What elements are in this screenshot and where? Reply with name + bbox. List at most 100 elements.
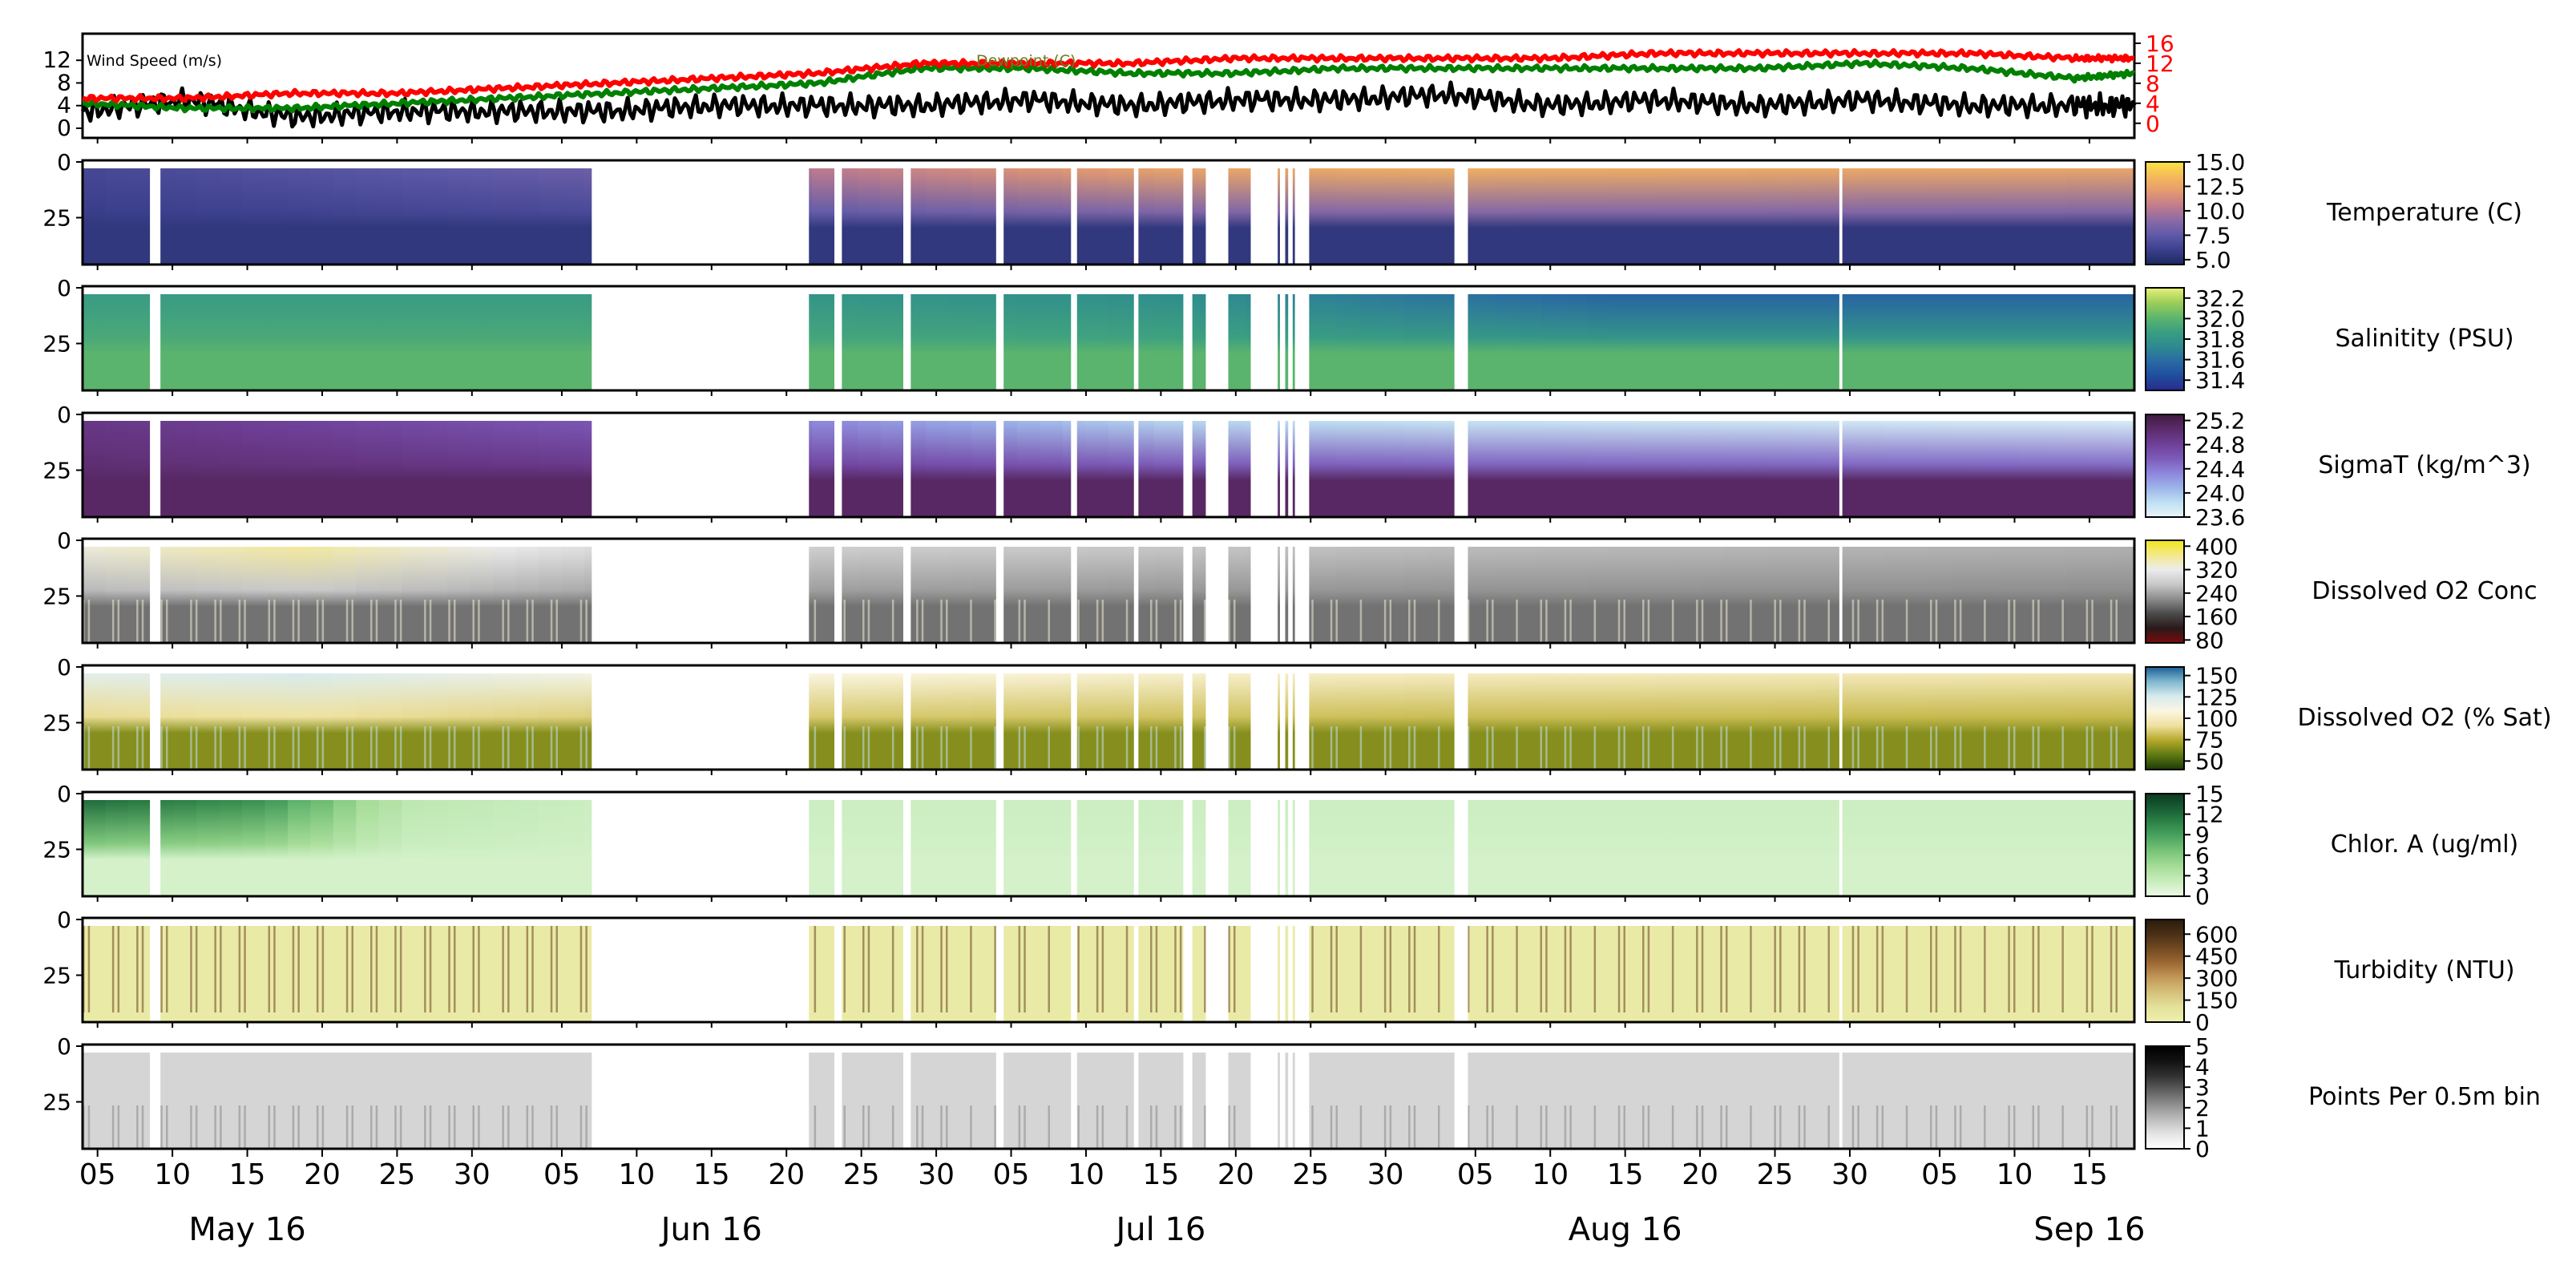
colorbar-tick-label: 32.0	[2195, 305, 2245, 332]
heatmap-cells	[83, 547, 2134, 643]
colorbar-tick-label: 15.0	[2195, 149, 2245, 176]
line-right-tick-label: 8	[2146, 71, 2160, 97]
line-left-tick-label: 12	[42, 46, 71, 73]
colorbar	[2145, 919, 2185, 1023]
colorbar-tick-label: 600	[2195, 921, 2238, 948]
date-tick-label: 10	[1068, 1158, 1104, 1191]
colorbar-tick-label: 7.5	[2195, 222, 2231, 249]
date-axis: 05 10 15 20 25 30 05 10 15 20 25 30 05 10 15 20 25 30 05 10…	[79, 138, 2145, 1248]
colorbar-tick-label: 31.8	[2195, 326, 2245, 353]
heatmap-cells	[83, 168, 2134, 265]
heatmap-y-tick-label: 0	[57, 654, 71, 681]
heatmap-cells	[83, 294, 2134, 390]
heatmap-cells	[83, 673, 2134, 770]
wind-speed-annotation: Wind Speed (m/s)	[87, 52, 222, 70]
date-tick-label: 15	[229, 1158, 266, 1191]
colorbar-tick-label: 32.2	[2195, 285, 2245, 312]
heatmap-frame	[81, 790, 2136, 898]
colorbar	[2145, 666, 2185, 770]
date-tick-label: 25	[1292, 1158, 1329, 1191]
month-label: Jun 16	[659, 1211, 762, 1248]
colorbar-tick-label: 4	[2195, 1054, 2210, 1081]
colorbar	[2145, 540, 2185, 644]
heatmap-frame	[81, 664, 2136, 771]
date-tick-label: 05	[79, 1158, 116, 1191]
colorbar-tick-label: 1	[2195, 1115, 2210, 1142]
date-tick-label: 25	[379, 1158, 416, 1191]
date-tick-label: 05	[1457, 1158, 1494, 1191]
heatmap-panel-temperature-c: 0 25 5.07.510.012.515.0 Temperature (C)	[42, 149, 2522, 273]
colorbar-tick-label: 3	[2195, 1074, 2210, 1101]
line-panel-frame	[81, 32, 2136, 139]
side-label: Dissolved O2 Conc	[2312, 577, 2537, 605]
colorbar-tick-label: 320	[2195, 557, 2238, 584]
colorbar-tick-label: 150	[2195, 663, 2238, 689]
heatmap-y-tick-label: 25	[42, 710, 71, 737]
colorbar-tick-label: 0	[2195, 1136, 2210, 1162]
colorbar-tick-label: 0	[2195, 1009, 2210, 1036]
date-tick-label: 05	[993, 1158, 1030, 1191]
colorbar-tick-label: 3	[2195, 863, 2210, 889]
heatmap-panel-sigmat-kg-m-3: 0 25 23.624.024.424.825.2 SigmaT (kg/m^3)	[42, 402, 2530, 531]
date-tick-label: 10	[1532, 1158, 1569, 1191]
heatmap-y-tick-label: 25	[42, 205, 71, 232]
date-tick-label: 25	[843, 1158, 880, 1191]
line-series-dewpoint-c	[82, 58, 2136, 114]
line-left-tick-label: 4	[57, 92, 71, 119]
date-tick-label: 30	[1367, 1158, 1404, 1191]
date-tick-label: 30	[454, 1158, 491, 1191]
heatmap-y-tick-label: 0	[57, 275, 71, 301]
colorbar-tick-label: 125	[2195, 684, 2238, 710]
heatmap-y-tick-label: 0	[57, 1033, 71, 1060]
colorbar-tick-label: 160	[2195, 604, 2238, 630]
colorbar-tick-label: 0	[2195, 883, 2210, 910]
colorbar-tick-label: 75	[2195, 727, 2224, 754]
colorbar-tick-label: 100	[2195, 705, 2238, 732]
line-right-tick-label: 4	[2146, 91, 2160, 117]
heatmap-frame	[81, 285, 2136, 392]
line-series-wind-speed-m-s	[80, 80, 2137, 129]
date-tick-label: 15	[1607, 1158, 1644, 1191]
colorbar-tick-label: 5.0	[2195, 247, 2231, 273]
side-label: Temperature (C)	[2326, 199, 2522, 227]
heatmap-y-tick-label: 25	[42, 837, 71, 863]
heatmap-frame	[81, 1043, 2136, 1150]
line-right-tick-label: 16	[2146, 30, 2174, 57]
heatmap-y-tick-label: 0	[57, 781, 71, 807]
colorbar-tick-label: 10.0	[2195, 198, 2245, 224]
colorbar-tick-label: 2	[2195, 1095, 2210, 1122]
date-tick-label: 05	[1921, 1158, 1958, 1191]
heatmap-y-tick-label: 25	[42, 458, 71, 484]
colorbar-tick-label: 5	[2195, 1033, 2210, 1060]
line-right-tick-label: 12	[2146, 51, 2174, 77]
side-label: SigmaT (kg/m^3)	[2318, 451, 2530, 479]
heatmap-frame	[81, 916, 2136, 1024]
heatmap-cells	[83, 800, 2134, 896]
heatmap-frame	[81, 159, 2136, 266]
heatmap-y-tick-label: 25	[42, 584, 71, 610]
date-tick-label: 05	[543, 1158, 580, 1191]
heatmap-y-tick-label: 0	[57, 907, 71, 933]
colorbar-tick-label: 6	[2195, 843, 2210, 869]
colorbar-tick-label: 12	[2195, 802, 2224, 828]
heatmap-y-tick-label: 0	[57, 402, 71, 428]
heatmap-frame	[81, 537, 2136, 645]
heatmap-y-tick-label: 25	[42, 331, 71, 358]
colorbar-tick-label: 31.4	[2195, 367, 2245, 394]
colorbar-tick-label: 50	[2195, 748, 2224, 774]
month-label: Aug 16	[1569, 1211, 1682, 1248]
heatmap-frame	[81, 411, 2136, 519]
colorbar	[2145, 793, 2185, 897]
side-label: Chlor. A (ug/ml)	[2331, 831, 2519, 859]
date-tick-label: 10	[154, 1158, 191, 1191]
date-tick-label: 15	[1142, 1158, 1179, 1191]
line-left-tick-label: 0	[57, 115, 71, 141]
date-tick-label: 20	[768, 1158, 805, 1191]
